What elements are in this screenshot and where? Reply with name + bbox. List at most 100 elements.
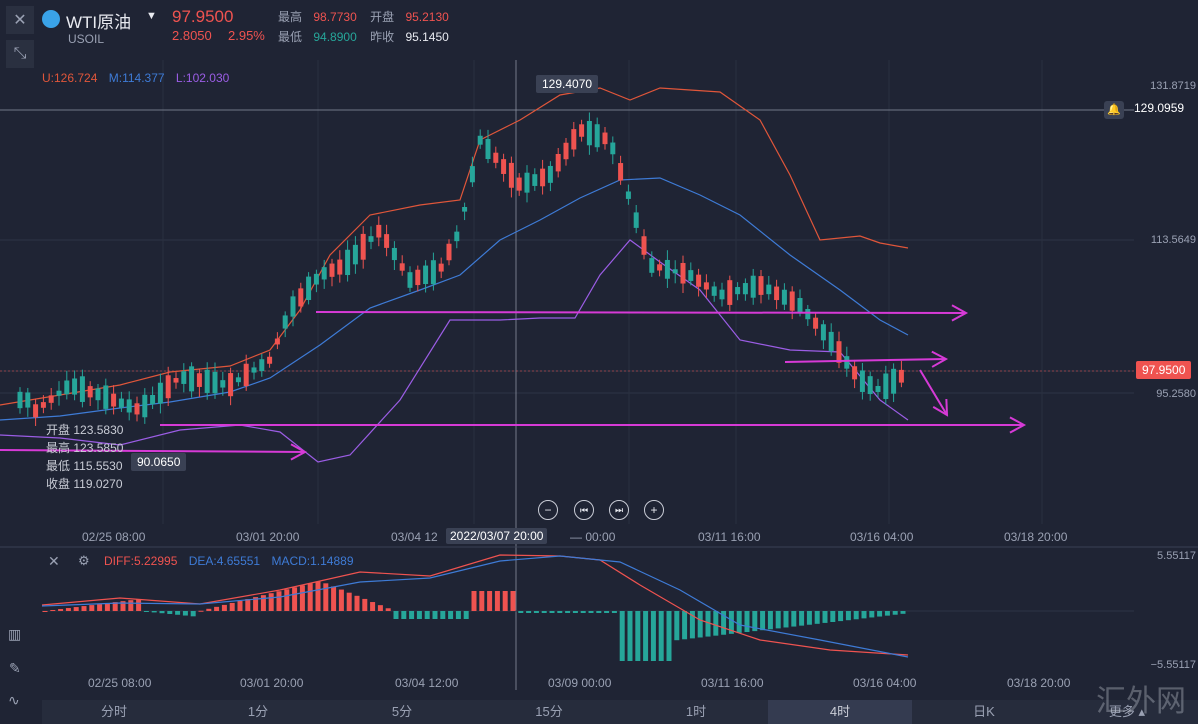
collapse-icon[interactable]: ⤡ [6, 40, 34, 68]
candle-body [477, 135, 483, 145]
candle-body [828, 331, 834, 352]
pencil-icon[interactable]: ✎ [9, 660, 21, 676]
tf-4h[interactable]: 4时 [768, 700, 912, 724]
macd-histogram-bar [97, 604, 103, 611]
candle-body [852, 366, 858, 380]
skip-end-icon[interactable]: ⏭ [609, 500, 629, 520]
candle-body [641, 236, 647, 255]
current-price-tag: 97.9500 [1136, 361, 1192, 379]
macd-histogram-bar [557, 611, 563, 613]
macd-histogram-bar [541, 611, 547, 613]
candle-body [72, 378, 78, 395]
annotation-line [784, 358, 947, 363]
tf-more[interactable]: 更多 ▴ [1108, 704, 1146, 719]
candle-body [735, 287, 741, 295]
candle-body [875, 386, 881, 392]
ohlc-close-label: 收盘 [46, 477, 71, 491]
macd-histogram-bar [448, 611, 454, 619]
skip-start-icon[interactable]: ⏮ [574, 500, 594, 520]
candle-body [493, 152, 499, 163]
macd-close-icon[interactable]: ✕ [48, 553, 60, 569]
candle-body [797, 298, 803, 312]
candle-body [79, 376, 85, 402]
macd-histogram-bar [892, 611, 898, 615]
macd-time-tick: 03/01 20:00 [240, 676, 304, 690]
candle-body [352, 244, 358, 265]
macd-histogram-bar [752, 611, 758, 632]
tf-day[interactable]: 日K [973, 704, 995, 719]
close-icon[interactable]: ✕ [6, 6, 34, 34]
candle-body [602, 132, 608, 145]
macd-histogram-bar [104, 603, 110, 611]
macd-histogram-bar [299, 585, 305, 611]
candle-body [267, 356, 273, 364]
candle-body [423, 265, 429, 285]
candle-body [337, 259, 343, 275]
macd-time-tick: 03/09 00:00 [548, 676, 612, 690]
candle-body [664, 259, 670, 279]
candle-body [485, 138, 491, 160]
time-tick: 03/04 12 [391, 530, 438, 544]
macd-histogram-bar [510, 591, 516, 611]
tf-5min[interactable]: 5分 [391, 704, 413, 719]
macd-histogram-bar [494, 591, 500, 611]
tf-1h[interactable]: 1时 [685, 704, 707, 719]
candle-body [126, 399, 132, 413]
macd-axis-bottom: −5.55117 [1150, 659, 1196, 671]
axis-crosshair-price: 129.0959 [1134, 101, 1185, 115]
macd-histogram-bar [385, 608, 391, 611]
watermark: 汇外网 [1096, 684, 1186, 719]
symbol-name[interactable]: WTI原油 [66, 13, 132, 32]
macd-histogram-bar [42, 611, 48, 612]
trough-price-tag: 90.0650 [131, 453, 187, 471]
candle-body [462, 206, 468, 212]
tf-1min[interactable]: 1分 [247, 704, 269, 719]
open-label: 开盘 [370, 10, 395, 24]
tf-fenshi[interactable]: 分时 [100, 704, 127, 719]
macd-histogram-bar [245, 599, 251, 611]
price-change: 2.8050 [172, 28, 212, 43]
macd-histogram-bar [533, 611, 539, 613]
macd-histogram-bar [409, 611, 415, 619]
candle-body [313, 273, 319, 285]
candle-body [696, 274, 702, 287]
candle-body [298, 288, 304, 307]
macd-time-tick: 02/25 08:00 [88, 676, 152, 690]
macd-histogram-bar [432, 611, 438, 619]
bell-icon[interactable]: 🔔 [1104, 101, 1124, 119]
macd-histogram-bar [268, 593, 274, 611]
macd-histogram-bar [838, 611, 844, 622]
candle-body [87, 386, 93, 398]
macd-histogram-bar [650, 611, 656, 661]
macd-histogram-bar [182, 611, 188, 616]
symbol-logo-icon [42, 10, 60, 28]
candle-body [391, 247, 397, 261]
macd-histogram-bar [627, 611, 633, 661]
candle-body [555, 153, 561, 172]
macd-histogram-bar [721, 611, 727, 635]
dea-line [41, 555, 909, 658]
chevron-down-icon[interactable]: ▼ [146, 10, 157, 22]
zoom-in-icon[interactable]: + [644, 500, 664, 520]
macd-histogram-bar [580, 611, 586, 613]
macd-histogram-bar [284, 589, 290, 611]
mid-band-line [0, 177, 909, 421]
indicator-icon[interactable]: ∿ [8, 692, 20, 708]
candle-body [228, 373, 234, 397]
macd-histogram-bar [845, 611, 851, 621]
candlestick-icon[interactable]: ▥ [8, 626, 22, 642]
candle-body [430, 260, 436, 285]
macd-histogram-bar [549, 611, 555, 613]
candle-body [742, 283, 748, 295]
macd-histogram-bar [814, 611, 820, 624]
macd-settings-icon[interactable]: ⚙ [78, 553, 90, 568]
macd-diff-label: DIFF:5.22995 [104, 554, 178, 568]
axis-label-low: 95.2580 [1156, 388, 1196, 400]
macd-histogram-bar [799, 611, 805, 626]
tf-15min[interactable]: 15分 [535, 704, 563, 719]
zoom-out-icon[interactable]: − [538, 500, 558, 520]
low-label: 最低 [278, 30, 303, 44]
macd-histogram-bar [416, 611, 422, 619]
macd-histogram-bar [643, 611, 649, 661]
